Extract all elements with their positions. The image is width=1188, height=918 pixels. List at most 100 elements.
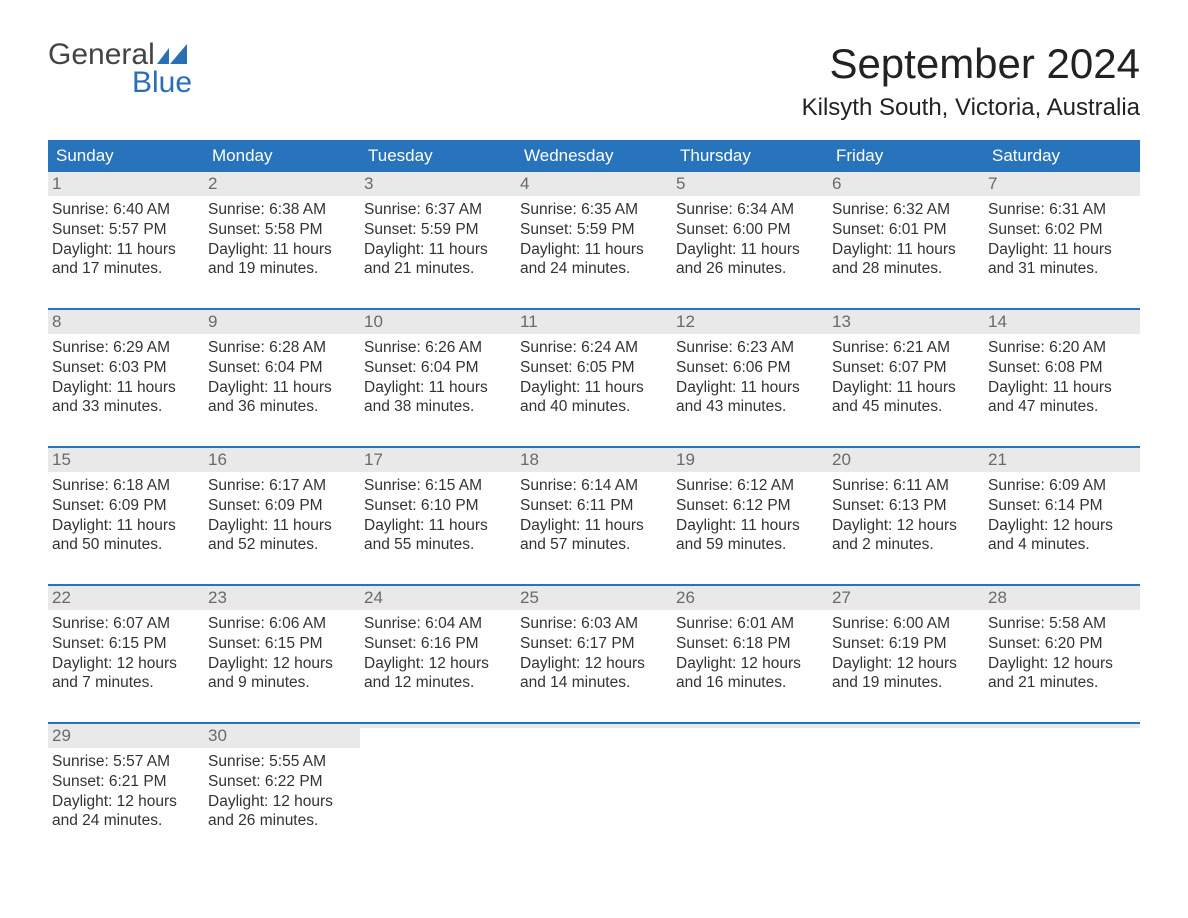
week-row: 15Sunrise: 6:18 AMSunset: 6:09 PMDayligh… <box>48 446 1140 568</box>
week-spacer <box>48 706 1140 722</box>
day-body: Sunrise: 6:24 AMSunset: 6:05 PMDaylight:… <box>516 334 672 417</box>
day-dl2: and 4 minutes. <box>988 535 1134 555</box>
day-dl1: Daylight: 11 hours <box>988 378 1134 398</box>
dow-cell: Monday <box>204 140 360 172</box>
day-body: Sunrise: 6:37 AMSunset: 5:59 PMDaylight:… <box>360 196 516 279</box>
day-sunset: Sunset: 6:22 PM <box>208 772 354 792</box>
day-body: Sunrise: 6:38 AMSunset: 5:58 PMDaylight:… <box>204 196 360 279</box>
day-sunrise: Sunrise: 6:21 AM <box>832 338 978 358</box>
day-sunrise: Sunrise: 6:35 AM <box>520 200 666 220</box>
day-dl1: Daylight: 11 hours <box>364 516 510 536</box>
day-body: Sunrise: 6:31 AMSunset: 6:02 PMDaylight:… <box>984 196 1140 279</box>
day-number <box>672 724 828 728</box>
day-dl1: Daylight: 11 hours <box>52 516 198 536</box>
day-dl1: Daylight: 11 hours <box>364 240 510 260</box>
week-spacer <box>48 568 1140 584</box>
day-number: 1 <box>48 172 204 196</box>
day-cell: 1Sunrise: 6:40 AMSunset: 5:57 PMDaylight… <box>48 172 204 292</box>
day-sunset: Sunset: 6:03 PM <box>52 358 198 378</box>
day-number: 10 <box>360 310 516 334</box>
day-number: 11 <box>516 310 672 334</box>
day-dl2: and 9 minutes. <box>208 673 354 693</box>
day-dl2: and 24 minutes. <box>52 811 198 831</box>
day-sunrise: Sunrise: 6:06 AM <box>208 614 354 634</box>
day-sunrise: Sunrise: 6:40 AM <box>52 200 198 220</box>
day-cell: 22Sunrise: 6:07 AMSunset: 6:15 PMDayligh… <box>48 586 204 706</box>
day-sunrise: Sunrise: 6:29 AM <box>52 338 198 358</box>
day-number: 30 <box>204 724 360 748</box>
day-number <box>984 724 1140 728</box>
day-sunrise: Sunrise: 6:07 AM <box>52 614 198 634</box>
day-cell: 4Sunrise: 6:35 AMSunset: 5:59 PMDaylight… <box>516 172 672 292</box>
day-dl1: Daylight: 12 hours <box>208 792 354 812</box>
day-sunset: Sunset: 6:08 PM <box>988 358 1134 378</box>
day-dl1: Daylight: 12 hours <box>988 654 1134 674</box>
day-dl1: Daylight: 11 hours <box>988 240 1134 260</box>
day-number: 29 <box>48 724 204 748</box>
day-cell <box>828 724 984 844</box>
day-cell <box>672 724 828 844</box>
day-cell: 20Sunrise: 6:11 AMSunset: 6:13 PMDayligh… <box>828 448 984 568</box>
day-dl1: Daylight: 11 hours <box>676 378 822 398</box>
day-number: 24 <box>360 586 516 610</box>
day-dl1: Daylight: 12 hours <box>208 654 354 674</box>
day-dl2: and 7 minutes. <box>52 673 198 693</box>
day-sunrise: Sunrise: 5:58 AM <box>988 614 1134 634</box>
day-dl2: and 24 minutes. <box>520 259 666 279</box>
day-sunrise: Sunrise: 6:28 AM <box>208 338 354 358</box>
day-sunset: Sunset: 6:06 PM <box>676 358 822 378</box>
day-body: Sunrise: 6:07 AMSunset: 6:15 PMDaylight:… <box>48 610 204 693</box>
dow-cell: Wednesday <box>516 140 672 172</box>
day-sunset: Sunset: 6:09 PM <box>52 496 198 516</box>
day-sunset: Sunset: 6:11 PM <box>520 496 666 516</box>
day-number: 2 <box>204 172 360 196</box>
day-number <box>516 724 672 728</box>
day-number: 8 <box>48 310 204 334</box>
week-row: 22Sunrise: 6:07 AMSunset: 6:15 PMDayligh… <box>48 584 1140 706</box>
day-body: Sunrise: 6:35 AMSunset: 5:59 PMDaylight:… <box>516 196 672 279</box>
day-sunrise: Sunrise: 6:24 AM <box>520 338 666 358</box>
day-cell: 29Sunrise: 5:57 AMSunset: 6:21 PMDayligh… <box>48 724 204 844</box>
day-body: Sunrise: 6:03 AMSunset: 6:17 PMDaylight:… <box>516 610 672 693</box>
day-cell: 6Sunrise: 6:32 AMSunset: 6:01 PMDaylight… <box>828 172 984 292</box>
day-sunset: Sunset: 6:10 PM <box>364 496 510 516</box>
day-dl1: Daylight: 11 hours <box>364 378 510 398</box>
day-body: Sunrise: 6:12 AMSunset: 6:12 PMDaylight:… <box>672 472 828 555</box>
week-row: 8Sunrise: 6:29 AMSunset: 6:03 PMDaylight… <box>48 308 1140 430</box>
day-sunset: Sunset: 6:05 PM <box>520 358 666 378</box>
location: Kilsyth South, Victoria, Australia <box>802 94 1140 122</box>
day-cell: 24Sunrise: 6:04 AMSunset: 6:16 PMDayligh… <box>360 586 516 706</box>
day-body: Sunrise: 5:55 AMSunset: 6:22 PMDaylight:… <box>204 748 360 831</box>
day-sunrise: Sunrise: 6:09 AM <box>988 476 1134 496</box>
day-dl2: and 28 minutes. <box>832 259 978 279</box>
day-dl1: Daylight: 11 hours <box>52 378 198 398</box>
day-number: 12 <box>672 310 828 334</box>
day-body: Sunrise: 6:21 AMSunset: 6:07 PMDaylight:… <box>828 334 984 417</box>
day-dl1: Daylight: 12 hours <box>52 792 198 812</box>
day-dl2: and 26 minutes. <box>676 259 822 279</box>
day-dl1: Daylight: 12 hours <box>676 654 822 674</box>
day-dl2: and 33 minutes. <box>52 397 198 417</box>
dow-cell: Sunday <box>48 140 204 172</box>
day-sunset: Sunset: 5:59 PM <box>520 220 666 240</box>
day-body: Sunrise: 6:40 AMSunset: 5:57 PMDaylight:… <box>48 196 204 279</box>
day-number: 14 <box>984 310 1140 334</box>
day-body: Sunrise: 5:58 AMSunset: 6:20 PMDaylight:… <box>984 610 1140 693</box>
day-sunset: Sunset: 6:09 PM <box>208 496 354 516</box>
day-cell: 27Sunrise: 6:00 AMSunset: 6:19 PMDayligh… <box>828 586 984 706</box>
day-dl2: and 59 minutes. <box>676 535 822 555</box>
dow-cell: Friday <box>828 140 984 172</box>
day-dl1: Daylight: 11 hours <box>52 240 198 260</box>
day-sunset: Sunset: 6:15 PM <box>52 634 198 654</box>
day-dl1: Daylight: 11 hours <box>676 240 822 260</box>
day-dl1: Daylight: 11 hours <box>676 516 822 536</box>
day-cell: 14Sunrise: 6:20 AMSunset: 6:08 PMDayligh… <box>984 310 1140 430</box>
day-dl1: Daylight: 11 hours <box>832 378 978 398</box>
day-sunset: Sunset: 5:57 PM <box>52 220 198 240</box>
day-dl2: and 43 minutes. <box>676 397 822 417</box>
day-number: 25 <box>516 586 672 610</box>
day-number: 28 <box>984 586 1140 610</box>
day-body: Sunrise: 6:34 AMSunset: 6:00 PMDaylight:… <box>672 196 828 279</box>
day-body: Sunrise: 6:18 AMSunset: 6:09 PMDaylight:… <box>48 472 204 555</box>
day-number: 17 <box>360 448 516 472</box>
